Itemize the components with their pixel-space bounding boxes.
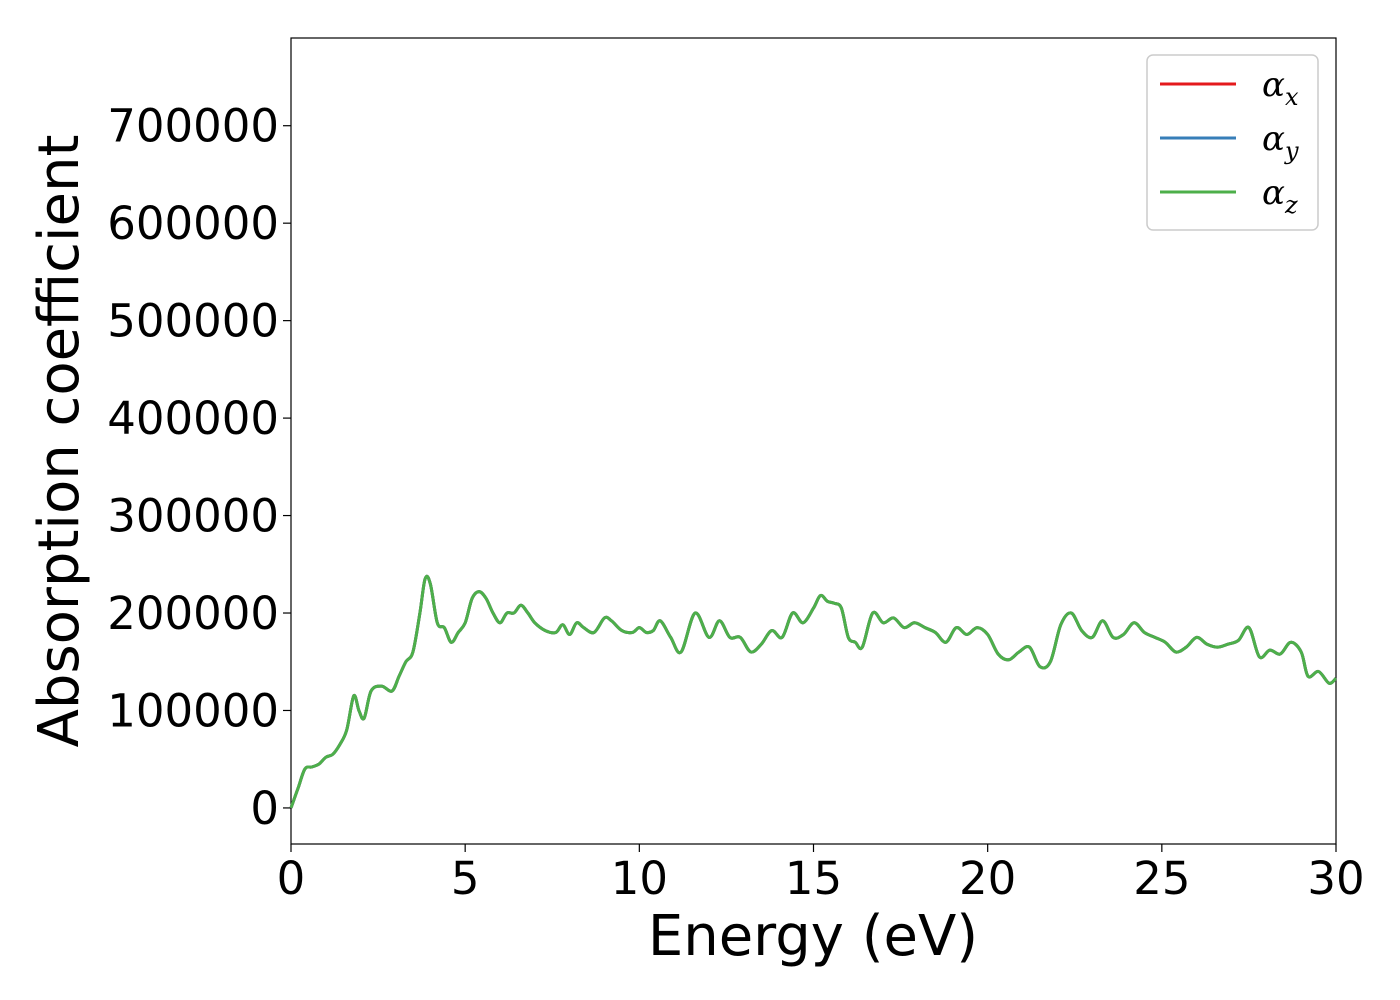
y-tick-label: 600000 (107, 197, 279, 250)
x-tick-label: 10 (611, 852, 668, 905)
y-tick-label: 300000 (107, 490, 279, 543)
x-tick-label: 30 (1307, 852, 1364, 905)
y-tick-label: 400000 (107, 392, 279, 445)
y-axis-label: Absorption coefficient (27, 135, 92, 748)
legend-label-x: αx (1262, 65, 1299, 111)
series-line-z (289, 574, 1338, 809)
legend-box (1146, 54, 1319, 231)
legend-label-z: αz (1262, 173, 1298, 219)
x-tick-label: 25 (1133, 852, 1190, 905)
x-tick-label: 15 (785, 852, 842, 905)
x-tick-label: 5 (451, 852, 480, 905)
x-axis-label: Energy (eV) (648, 904, 978, 969)
y-tick-label: 500000 (107, 295, 279, 348)
y-tick-label: 0 (250, 782, 279, 835)
x-tick-label: 0 (277, 852, 306, 905)
y-tick-label: 700000 (107, 100, 279, 153)
legend-label-y: αy (1262, 119, 1299, 165)
y-axis-ticks: 0 100000 200000 300000 400000 500000 600000 700… (107, 100, 291, 835)
series-line-x (289, 574, 1338, 809)
y-tick-label: 100000 (107, 684, 279, 737)
legend: αx αy αz (1146, 54, 1319, 231)
series-line-y (289, 574, 1338, 809)
y-tick-label: 200000 (107, 587, 279, 640)
series-lines (289, 574, 1338, 809)
x-tick-label: 20 (959, 852, 1016, 905)
x-axis-ticks: 0 5 10 15 20 25 30 (277, 844, 1365, 905)
